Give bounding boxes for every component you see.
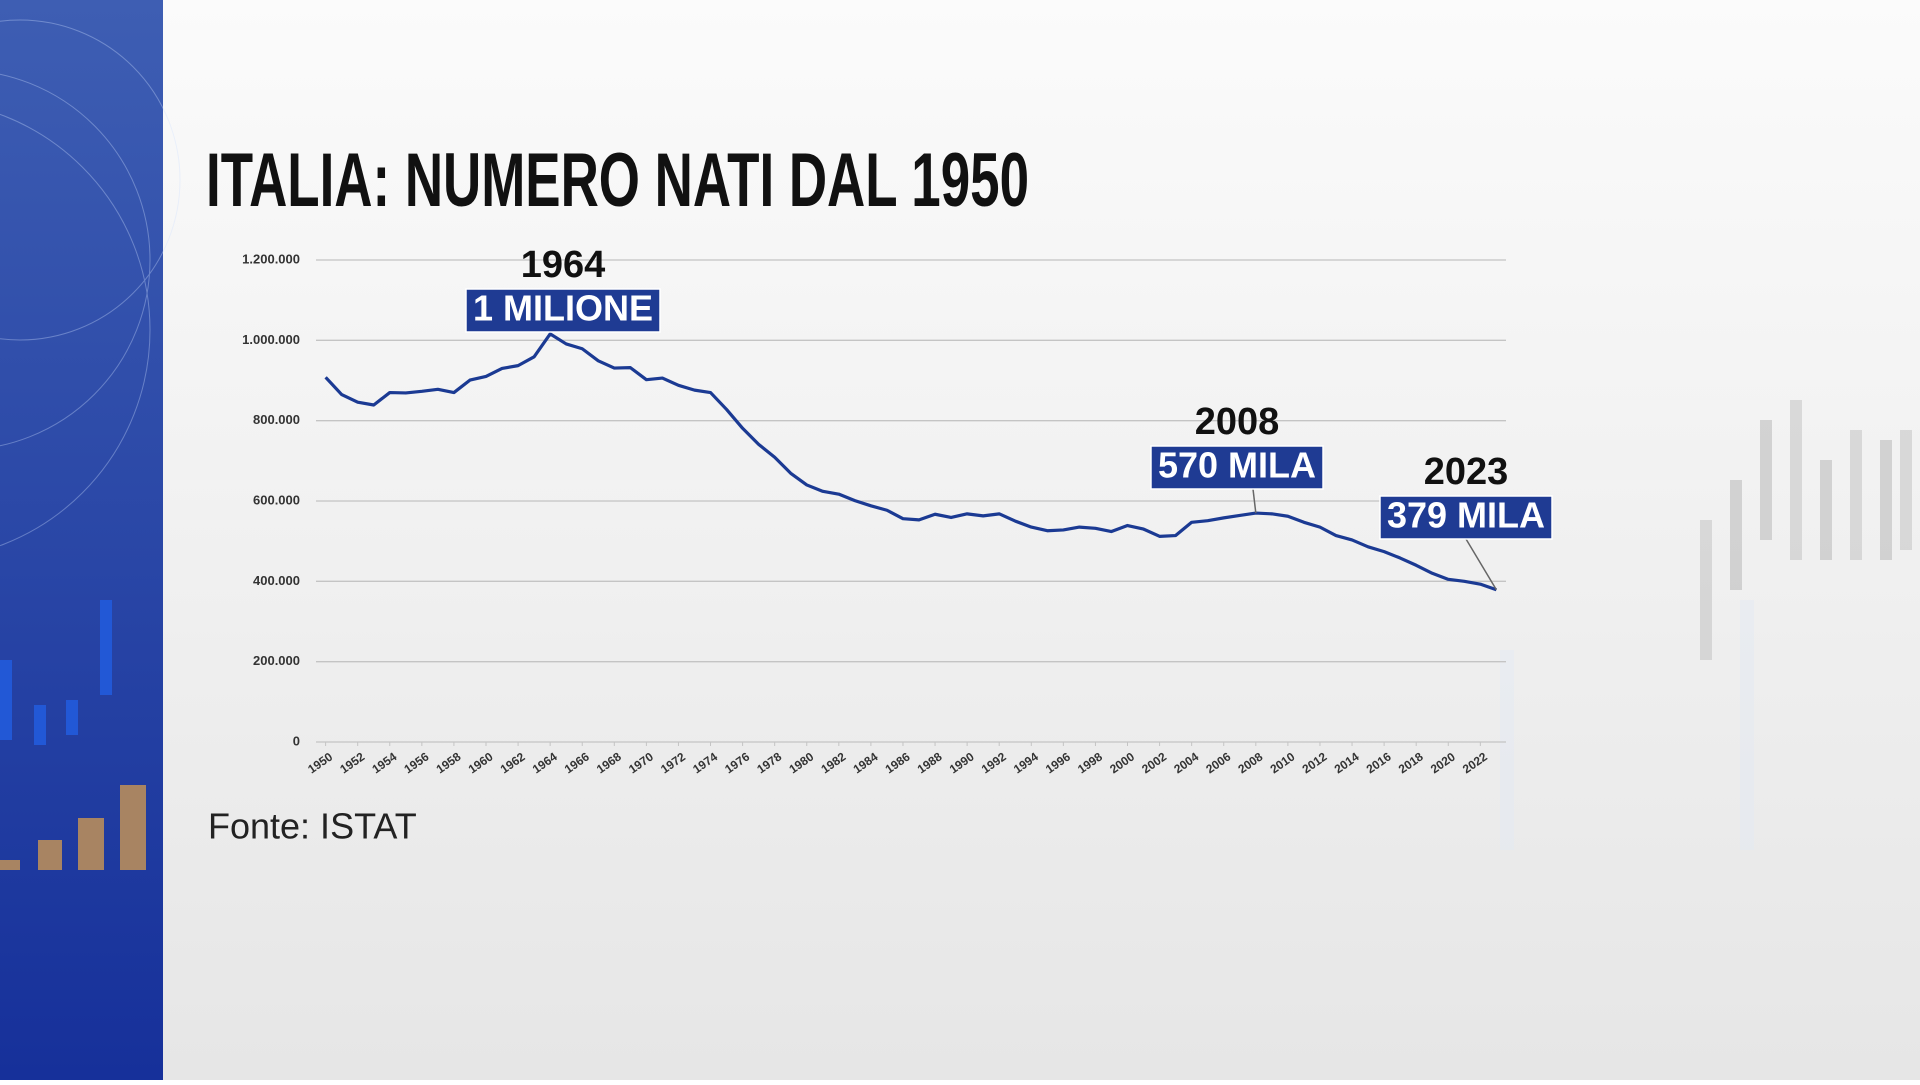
annotation-label: 379 MILA [1387,495,1545,536]
annotation-year: 2023 [1424,451,1509,493]
annotation-leader [1252,488,1257,514]
annotation-box [465,288,661,333]
side-panel [0,0,163,1080]
decor-globe [0,19,181,547]
decor-candles [1500,400,1912,850]
y-tick-label: 1.200.000 [242,251,300,266]
annotation-leader [1465,538,1498,591]
y-tick-label: 800.000 [253,412,300,427]
data-line [324,332,1497,592]
y-tick-label: 200.000 [253,653,300,668]
chart-title: ITALIA: NUMERO NATI DAL 1950 [206,138,1029,223]
annotation-label: 570 MILA [1158,445,1316,486]
annotation-box [1150,445,1324,490]
decor-bars [0,600,146,870]
y-tick-label: 0 [293,733,300,748]
y-tick-label: 1.000.000 [242,332,300,347]
y-tick-label: 600.000 [253,492,300,507]
annotation-box [1379,495,1553,540]
source: Fonte: ISTAT [208,806,417,847]
y-tick-label: 400.000 [253,573,300,588]
annotation-label: 1 MILIONE [473,288,653,329]
annotation-year: 2008 [1195,401,1280,443]
annotation-year: 1964 [521,244,606,286]
